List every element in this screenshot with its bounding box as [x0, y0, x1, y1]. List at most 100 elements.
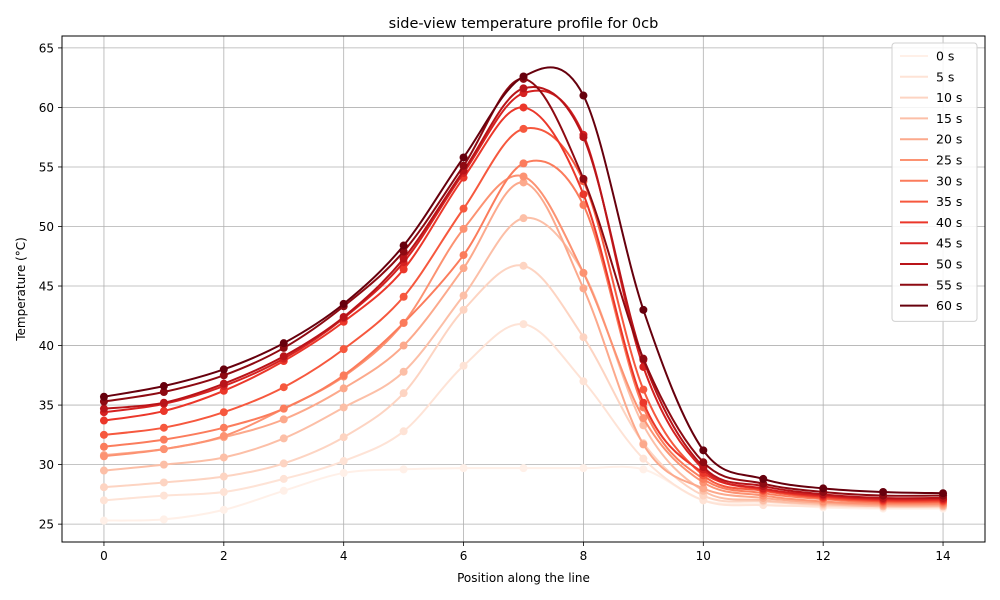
data-point	[699, 446, 708, 455]
legend-label: 60 s	[936, 298, 962, 313]
data-point	[219, 453, 228, 462]
legend-item: 10 s	[900, 90, 962, 105]
y-tick-label: 50	[39, 220, 54, 234]
data-point	[159, 423, 168, 432]
legend-label: 5 s	[936, 69, 954, 84]
data-point	[699, 458, 708, 467]
y-tick-label: 60	[39, 101, 54, 115]
data-point	[579, 333, 588, 342]
legend-item: 45 s	[900, 236, 962, 251]
data-point	[639, 465, 648, 474]
y-tick-label: 45	[39, 280, 54, 294]
data-point	[339, 384, 348, 393]
data-point	[579, 190, 588, 199]
data-point	[279, 352, 288, 361]
legend-label: 20 s	[936, 132, 962, 147]
data-point	[519, 214, 528, 223]
data-point	[99, 516, 108, 525]
data-point	[339, 403, 348, 412]
x-tick-label: 14	[935, 549, 950, 563]
data-point	[159, 445, 168, 454]
data-point	[219, 408, 228, 417]
data-point	[159, 460, 168, 469]
data-point	[459, 264, 468, 273]
legend-item: 0 s	[900, 49, 954, 64]
data-point	[639, 414, 648, 423]
legend-item: 5 s	[900, 69, 954, 84]
x-tick-label: 0	[100, 549, 108, 563]
data-point	[219, 365, 228, 374]
data-point	[579, 284, 588, 293]
legend-item: 15 s	[900, 111, 962, 126]
y-tick-label: 25	[39, 518, 54, 532]
legend-box	[891, 42, 978, 322]
data-point	[519, 84, 528, 93]
grid	[62, 36, 985, 542]
legend-item: 55 s	[900, 277, 962, 292]
series-line	[103, 159, 944, 504]
data-point	[579, 91, 588, 100]
data-point	[399, 465, 408, 474]
series-line	[103, 77, 944, 497]
data-point	[639, 398, 648, 407]
y-tick-label: 35	[39, 399, 54, 413]
data-point	[219, 432, 228, 441]
data-point	[159, 407, 168, 416]
data-point	[399, 389, 408, 398]
data-point	[519, 159, 528, 168]
data-point	[519, 464, 528, 473]
data-point	[819, 484, 828, 493]
y-tick-label: 30	[39, 458, 54, 472]
series-layer	[99, 66, 948, 525]
data-point	[459, 305, 468, 314]
data-point	[399, 265, 408, 274]
data-point	[759, 474, 768, 483]
y-axis-label: Temperature (°C)	[14, 237, 28, 342]
legend-label: 10 s	[936, 90, 962, 105]
data-point	[279, 404, 288, 413]
data-point	[339, 457, 348, 466]
legend-label: 15 s	[936, 111, 962, 126]
data-point	[99, 496, 108, 505]
data-point	[399, 318, 408, 327]
data-point	[279, 415, 288, 424]
data-point	[639, 305, 648, 314]
data-point	[939, 489, 948, 498]
data-point	[579, 268, 588, 277]
data-point	[459, 224, 468, 233]
legend-item: 20 s	[900, 132, 962, 147]
series-line	[103, 89, 944, 501]
data-point	[159, 398, 168, 407]
data-point	[219, 371, 228, 380]
data-point	[459, 251, 468, 260]
data-point	[459, 361, 468, 370]
data-point	[159, 491, 168, 500]
data-point	[339, 312, 348, 321]
data-point	[579, 464, 588, 473]
data-point	[459, 204, 468, 213]
data-point	[339, 345, 348, 354]
data-point	[579, 377, 588, 386]
data-point	[159, 435, 168, 444]
data-point	[399, 241, 408, 250]
data-point	[459, 291, 468, 300]
data-point	[519, 124, 528, 133]
data-point	[519, 72, 528, 81]
legend-label: 45 s	[936, 236, 962, 251]
data-point	[99, 392, 108, 401]
data-point	[519, 172, 528, 181]
legend-item: 35 s	[900, 194, 962, 209]
legend-label: 0 s	[936, 49, 954, 64]
legend-label: 30 s	[936, 173, 962, 188]
legend-item: 25 s	[900, 153, 962, 168]
data-point	[459, 464, 468, 473]
x-tick-label: 12	[816, 549, 831, 563]
plot-frame	[61, 35, 986, 543]
data-point	[99, 466, 108, 475]
legend-label: 25 s	[936, 153, 962, 168]
data-point	[159, 382, 168, 391]
data-point	[339, 371, 348, 380]
data-point	[639, 354, 648, 363]
data-point	[99, 483, 108, 492]
